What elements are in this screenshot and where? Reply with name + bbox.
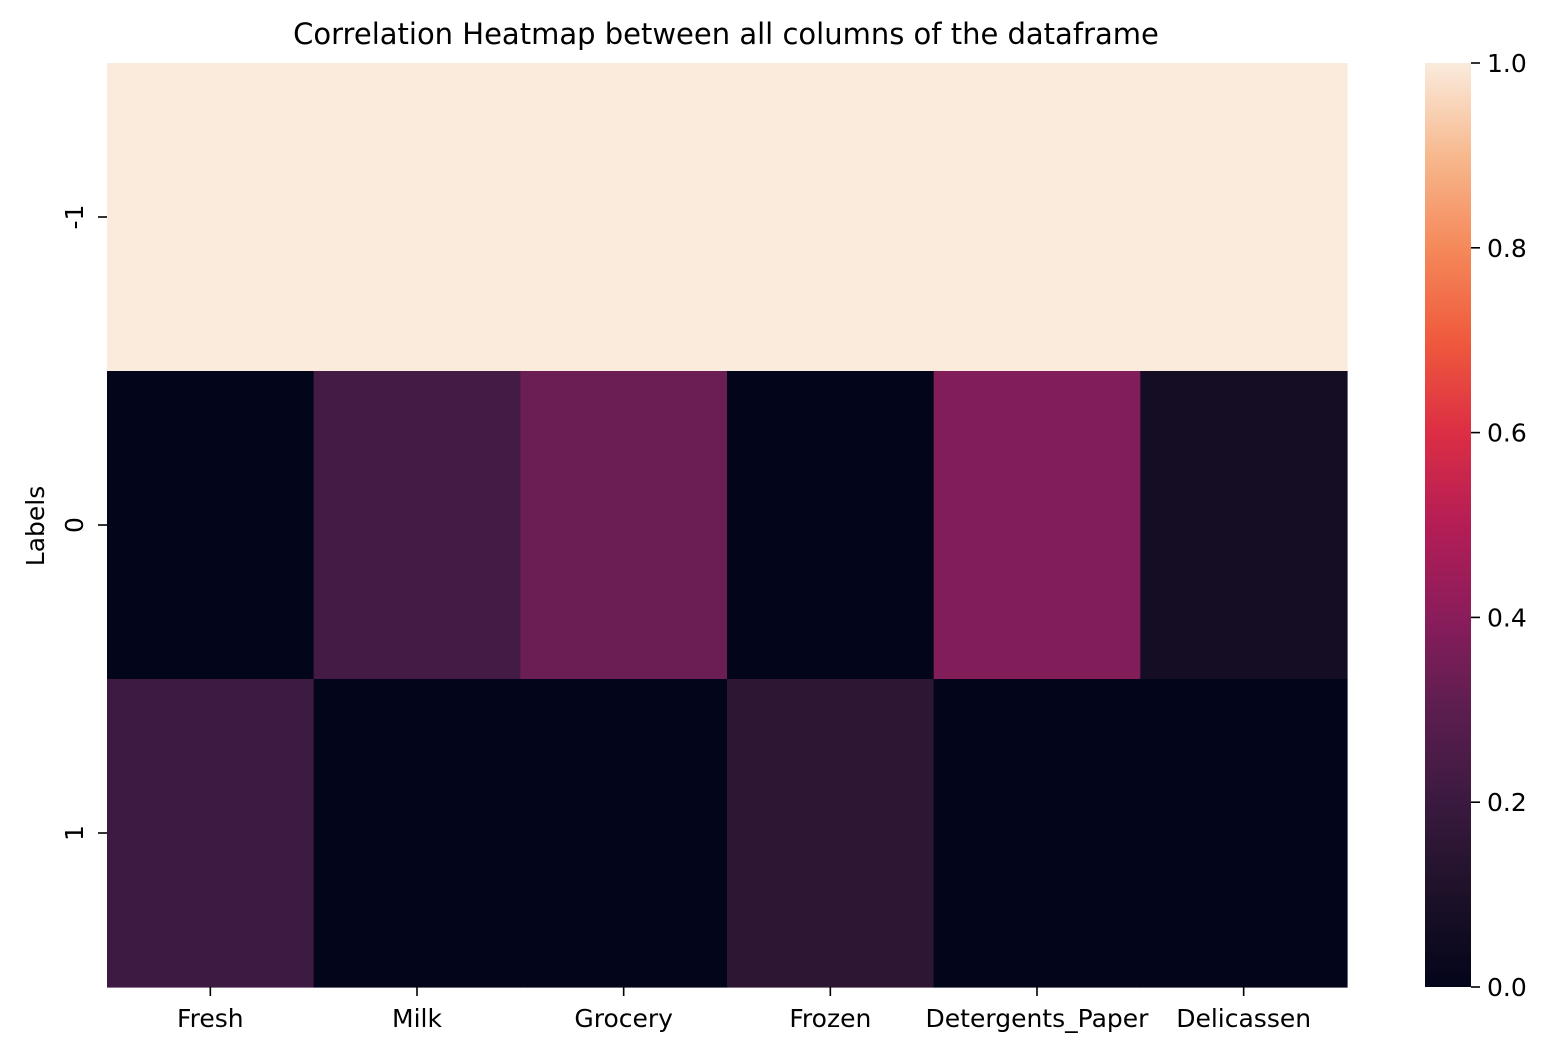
colorbar-tick-label: 1.0: [1487, 49, 1527, 78]
x-axis-ticks: Fresh Milk Grocery Frozen Detergents_Paper De…: [177, 987, 1311, 1033]
heatmap-cell: [727, 679, 935, 988]
heatmap-cell: [520, 63, 728, 372]
chart-title: Correlation Heatmap between all columns …: [293, 17, 1159, 51]
heatmap-cell: [933, 63, 1141, 372]
x-tick-label: Fresh: [177, 1004, 244, 1033]
heatmap-cell: [107, 679, 315, 988]
y-tick-label: 0: [60, 517, 89, 533]
heatmap-cell: [313, 679, 521, 988]
heatmap-cell: [727, 63, 935, 372]
y-axis-label: Labels: [21, 486, 50, 566]
colorbar-tick-label: 0.6: [1487, 419, 1527, 448]
heatmap-cell: [520, 371, 728, 680]
y-tick-label: -1: [60, 205, 89, 230]
heatmap-cell: [313, 63, 521, 372]
y-tick-label: 1: [60, 825, 89, 841]
colorbar-tick-label: 0.8: [1487, 234, 1527, 263]
heatmap-cell: [1140, 371, 1348, 680]
colorbar: [1425, 63, 1471, 987]
heatmap-cell: [107, 63, 315, 372]
heatmap-cell: [1140, 679, 1348, 988]
heatmap-cell: [107, 371, 315, 680]
heatmap-cell: [933, 371, 1141, 680]
heatmap-cell: [313, 371, 521, 680]
colorbar-tick-label: 0.0: [1487, 973, 1527, 1002]
heatmap-cell: [933, 679, 1141, 988]
colorbar-tick-label: 0.2: [1487, 788, 1527, 817]
y-axis-ticks: -1 0 1: [60, 205, 107, 841]
x-tick-label: Frozen: [789, 1004, 871, 1033]
heatmap-cell: [1140, 63, 1348, 372]
colorbar-ticks: 0.0 0.2 0.4 0.6 0.8 1.0: [1471, 49, 1527, 1002]
heatmap-cell: [520, 679, 728, 988]
heatmap-cell: [727, 371, 935, 680]
heatmap-cells: [107, 63, 1348, 988]
colorbar-tick-label: 0.4: [1487, 603, 1527, 632]
x-tick-label: Milk: [392, 1004, 442, 1033]
x-tick-label: Delicassen: [1176, 1004, 1311, 1033]
x-tick-label: Grocery: [574, 1004, 673, 1033]
x-tick-label: Detergents_Paper: [926, 1004, 1150, 1033]
